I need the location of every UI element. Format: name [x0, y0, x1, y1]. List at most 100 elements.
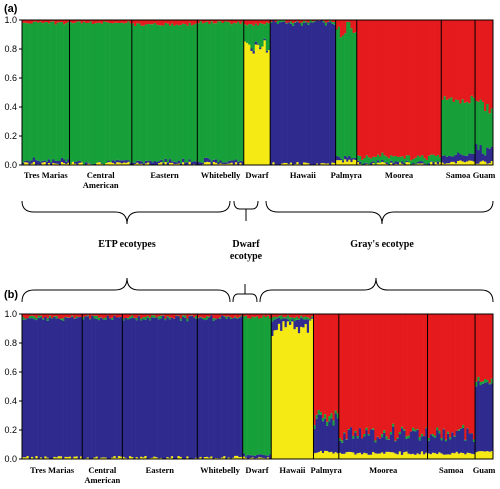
admixture-bar-segment: [345, 314, 348, 440]
admixture-bar-segment: [260, 317, 263, 455]
admixture-bar-segment: [297, 333, 301, 459]
admixture-bar-segment: [305, 21, 308, 23]
admixture-bar-segment: [84, 314, 87, 317]
admixture-bar-segment: [453, 314, 456, 436]
admixture-bar-segment: [136, 162, 139, 165]
admixture-bar-segment: [41, 162, 44, 165]
admixture-bar-segment: [313, 428, 316, 454]
admixture-bar-segment: [450, 156, 453, 162]
admixture-bar-segment: [197, 20, 200, 24]
admixture-bar-segment: [372, 156, 375, 162]
admixture-bar-segment: [343, 314, 346, 433]
admixture-bar-segment: [26, 20, 29, 24]
admixture-bar-segment: [302, 317, 305, 320]
admixture-bar-segment: [79, 316, 83, 457]
admixture-bar-segment: [168, 319, 172, 459]
admixture-bar-segment: [228, 163, 231, 165]
admixture-bar-segment: [63, 163, 66, 165]
admixture-bar-segment: [258, 457, 261, 459]
admixture-bar-segment: [326, 314, 329, 422]
admixture-bar-segment: [440, 314, 443, 439]
admixture-bar-segment: [400, 454, 404, 459]
admixture-bar-segment: [401, 161, 404, 164]
admixture-bar-segment: [453, 435, 456, 437]
admixture-bar-segment: [348, 155, 351, 160]
admixture-bar-segment: [294, 22, 297, 23]
admixture-bar-segment: [227, 457, 231, 459]
admixture-bar-segment: [195, 315, 198, 319]
admixture-bar-segment: [472, 20, 476, 98]
admixture-bar-segment: [311, 20, 315, 22]
admixture-bar-segment: [419, 163, 422, 165]
admixture-bar-segment: [416, 161, 420, 164]
admixture-bar-segment: [186, 20, 189, 26]
admixture-bar-segment: [459, 20, 462, 104]
admixture-bar-segment: [120, 163, 124, 165]
admixture-bar-segment: [445, 156, 449, 164]
admixture-bar-segment: [155, 20, 159, 25]
admixture-bar-segment: [227, 316, 231, 458]
admixture-bar-segment: [221, 23, 225, 163]
population-label: Central American: [83, 170, 119, 190]
admixture-bar-segment: [24, 318, 27, 320]
admixture-bar-segment: [374, 314, 377, 441]
admixture-bar-segment: [55, 318, 58, 458]
admixture-bar-segment: [431, 452, 435, 459]
admixture-bar-segment: [106, 315, 110, 459]
admixture-bar-segment: [230, 160, 234, 163]
admixture-bar-segment: [24, 22, 27, 161]
admixture-bar-segment: [400, 314, 404, 427]
admixture-bar-segment: [334, 452, 337, 459]
admixture-bar-segment: [116, 162, 119, 165]
admixture-bar-segment: [356, 160, 360, 163]
admixture-bar-segment: [363, 436, 366, 453]
admixture-bar-segment: [243, 20, 247, 25]
admixture-bar-segment: [173, 314, 176, 319]
admixture-bar-segment: [352, 32, 355, 158]
admixture-bar-segment: [446, 454, 450, 459]
admixture-bar-segment: [414, 431, 417, 455]
admixture-bar-segment: [387, 20, 391, 159]
admixture-bar-segment: [239, 20, 242, 24]
admixture-bar-segment: [332, 420, 335, 426]
dwarf-ecotype-label-line2: ecotype: [230, 251, 263, 262]
admixture-bar-segment: [93, 315, 96, 319]
admixture-bar-segment: [142, 20, 146, 26]
admixture-bar-segment: [159, 314, 163, 316]
admixture-bar-segment: [311, 316, 314, 318]
admixture-bar-segment: [225, 316, 228, 319]
admixture-bar-segment: [416, 20, 420, 156]
admixture-bar-segment: [410, 20, 413, 161]
admixture-bar-segment: [443, 20, 447, 97]
admixture-bar-segment: [120, 456, 123, 459]
admixture-bar-segment: [405, 451, 408, 459]
admixture-bar-segment: [56, 20, 60, 23]
plot-frame: [21, 19, 494, 166]
admixture-bar-segment: [434, 314, 437, 436]
admixture-bar-segment: [173, 20, 176, 26]
admixture-bar-segment: [206, 20, 209, 22]
admixture-bar-segment: [255, 316, 259, 455]
admixture-bar-segment: [87, 162, 90, 164]
admixture-bar-segment: [177, 160, 181, 164]
admixture-bar-segment: [164, 318, 167, 321]
admixture-bar-segment: [232, 160, 236, 165]
admixture-bar-segment: [33, 316, 36, 320]
admixture-bar-segment: [311, 21, 315, 23]
admixture-bar-segment: [309, 318, 312, 320]
admixture-bar-segment: [356, 162, 360, 165]
admixture-bar-segment: [307, 163, 310, 165]
admixture-bar-segment: [412, 162, 415, 165]
admixture-bar-segment: [146, 317, 150, 459]
admixture-bar-segment: [259, 23, 262, 48]
admixture-bar-segment: [138, 23, 141, 161]
admixture-bar-segment: [344, 20, 347, 34]
admixture-bar-segment: [78, 21, 81, 161]
admixture-bar-segment: [389, 434, 393, 453]
admixture-bar-segment: [263, 38, 267, 41]
admixture-bar-segment: [105, 21, 108, 164]
admixture-bar-segment: [166, 23, 170, 163]
admixture-bar-segment: [240, 456, 244, 459]
admixture-bar-segment: [319, 414, 323, 451]
admixture-bar-segment: [276, 20, 280, 24]
